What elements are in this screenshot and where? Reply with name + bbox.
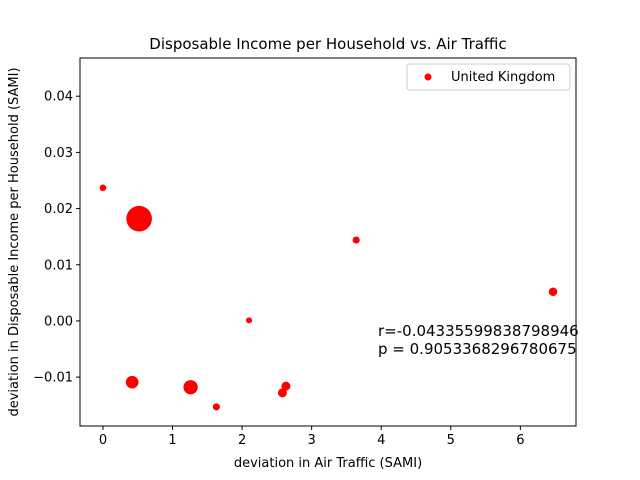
- data-point: [126, 205, 152, 232]
- x-tick-label: 0: [99, 433, 107, 448]
- data-point: [352, 236, 360, 244]
- y-tick-label: −0.01: [33, 371, 73, 386]
- legend-label: United Kingdom: [451, 70, 555, 85]
- x-tick-label: 6: [516, 433, 524, 448]
- data-point: [281, 381, 291, 391]
- y-tick-label: 0.00: [44, 314, 73, 329]
- data-point: [548, 287, 558, 296]
- plot-area: [80, 58, 576, 426]
- y-tick-label: 0.01: [44, 258, 73, 273]
- legend-box: [406, 63, 571, 91]
- y-tick-label: 0.04: [44, 90, 73, 105]
- y-tick-label: 0.03: [44, 146, 73, 161]
- x-axis-label: deviation in Air Traffic (SAMI): [234, 456, 422, 471]
- data-point: [277, 388, 287, 398]
- chart-title: Disposable Income per Household vs. Air …: [149, 35, 506, 53]
- y-tick-label: 0.02: [44, 202, 73, 217]
- legend-marker: [424, 73, 432, 81]
- x-tick-label: 2: [238, 433, 246, 448]
- correlation-text: r=-0.04335599838798946: [378, 322, 579, 340]
- x-tick-label: 1: [168, 433, 176, 448]
- data-point: [125, 375, 139, 389]
- x-axis-ticks: 0 1 2 3 4 5 6: [99, 426, 524, 448]
- data-points: [99, 184, 558, 411]
- plot-frame: [79, 57, 577, 427]
- data-point: [246, 317, 253, 324]
- p-value-text: p = 0.9053368296780675: [378, 340, 577, 358]
- data-point: [212, 403, 220, 411]
- x-tick-label: 5: [447, 433, 455, 448]
- y-axis-ticks: −0.01 0.00 0.01 0.02 0.03 0.04: [33, 90, 80, 386]
- legend: United Kingdom: [406, 63, 571, 91]
- x-tick-label: 3: [308, 433, 316, 448]
- x-tick-label: 4: [377, 433, 385, 448]
- data-point: [99, 184, 107, 192]
- data-point: [183, 380, 198, 395]
- y-axis-label: deviation in Disposable Income per House…: [7, 67, 22, 416]
